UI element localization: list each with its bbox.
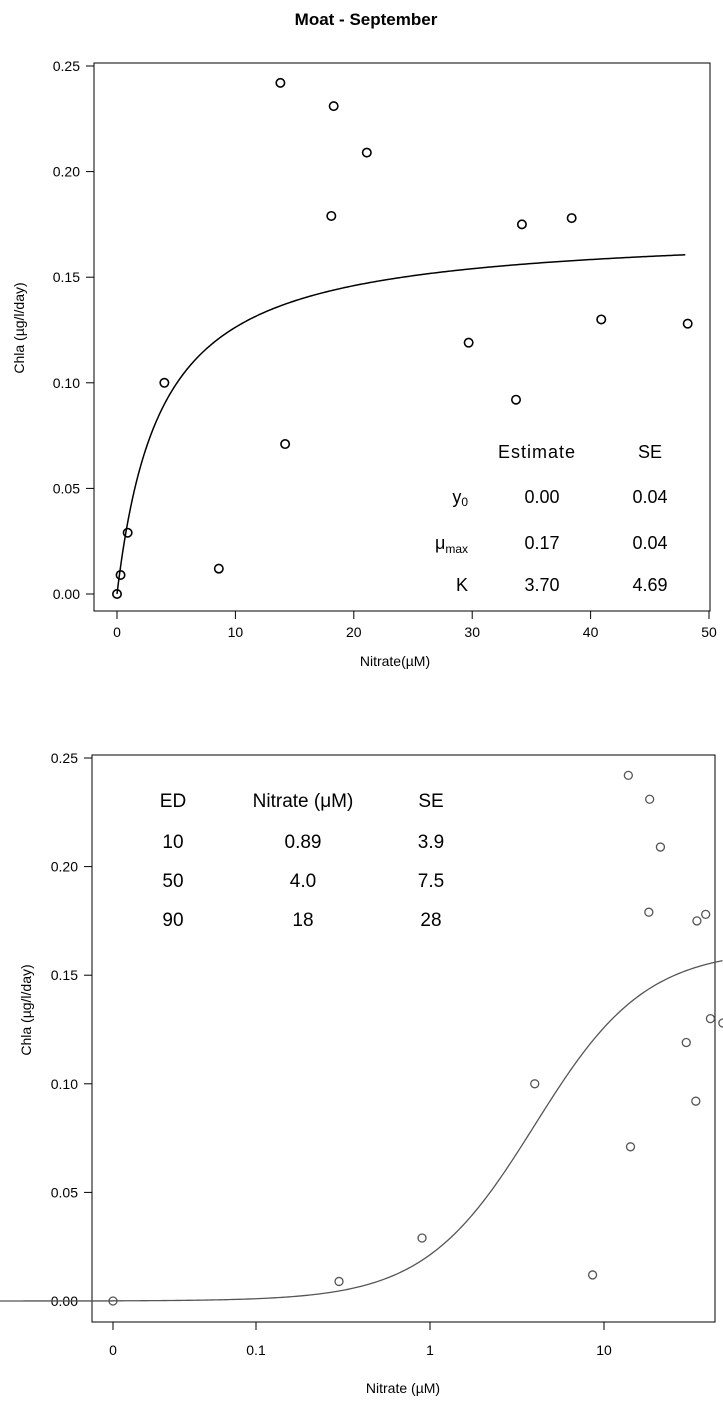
top-y-tick-label: 0.15 bbox=[53, 269, 80, 285]
bottom-data-point bbox=[587, 1270, 598, 1280]
top-table-label-mumax: μmax bbox=[435, 533, 468, 556]
top-y-tick-label: 0.05 bbox=[53, 480, 80, 496]
bottom-data-point bbox=[645, 794, 655, 804]
bottom-data-point bbox=[417, 1233, 427, 1243]
bottom-data-point bbox=[701, 909, 711, 920]
top-data-point bbox=[566, 213, 577, 224]
bottom-y-axis: 0.000.050.100.150.200.25 bbox=[51, 750, 92, 1309]
bottom-x-axis: 0 0.1 1 10 bbox=[109, 1322, 612, 1358]
top-data-point bbox=[682, 318, 693, 329]
top-table-label-k: K bbox=[456, 575, 468, 595]
bottom-table-header-nitrate: Nitrate (μM) bbox=[253, 791, 354, 812]
top-table-estimate-y0: 0.00 bbox=[524, 487, 559, 507]
top-table-se-y0: 0.04 bbox=[632, 487, 667, 507]
top-data-point bbox=[511, 394, 522, 405]
bottom-plot-frame bbox=[91, 754, 716, 1323]
top-data-point bbox=[112, 588, 123, 599]
bottom-x-tick-label: 0 bbox=[109, 1342, 117, 1358]
top-data-point bbox=[463, 337, 474, 348]
top-x-tick-label: 10 bbox=[228, 624, 244, 640]
bottom-table-se-90: 28 bbox=[420, 910, 441, 931]
top-table-label-y0: y0 bbox=[452, 487, 468, 509]
bottom-table-header-ed: ED bbox=[160, 791, 186, 812]
bottom-table-se-10: 3.9 bbox=[418, 832, 444, 853]
bottom-table-nitrate-50: 4.0 bbox=[290, 871, 316, 892]
bottom-y-axis-label: Chla (µg/l/day) bbox=[18, 964, 34, 1055]
bottom-x-tick-label: 0.1 bbox=[246, 1342, 266, 1358]
bottom-y-tick-label: 0.15 bbox=[51, 967, 78, 983]
bottom-data-points bbox=[108, 770, 723, 1306]
top-y-axis: 0.00 0.05 0.10 0.15 0.20 0.25 bbox=[53, 58, 94, 602]
bottom-data-point bbox=[625, 1142, 636, 1152]
top-y-tick-label: 0.20 bbox=[53, 164, 80, 180]
bottom-y-tick-label: 0.05 bbox=[51, 1184, 78, 1200]
bottom-x-axis-label: Nitrate (µM) bbox=[366, 1380, 440, 1396]
top-y-tick-label: 0.25 bbox=[53, 58, 80, 74]
bottom-data-point bbox=[691, 1096, 701, 1106]
top-data-point bbox=[122, 527, 133, 538]
top-data-point bbox=[516, 219, 527, 230]
top-x-axis-label: Nitrate(µM) bbox=[360, 653, 430, 669]
bottom-table-header-se: SE bbox=[418, 791, 443, 812]
top-y-axis-label: Chla (µg/l/day) bbox=[11, 282, 27, 373]
top-y-tick-label: 0.10 bbox=[53, 375, 80, 391]
top-table-estimate-mumax: 0.17 bbox=[524, 533, 559, 553]
bottom-data-point bbox=[623, 770, 633, 781]
bottom-fit-curve bbox=[0, 960, 723, 1302]
bottom-table-ed-10: 10 bbox=[162, 832, 183, 853]
bottom-data-point bbox=[655, 842, 666, 852]
bottom-ed-table: ED Nitrate (μM) SE 10 0.89 3.9 50 4.0 7.… bbox=[160, 791, 444, 931]
top-data-point bbox=[596, 314, 607, 325]
top-plot-frame bbox=[93, 62, 711, 612]
top-table-se-mumax: 0.04 bbox=[632, 533, 667, 553]
bottom-table-nitrate-10: 0.89 bbox=[285, 832, 322, 853]
top-data-point bbox=[361, 147, 372, 158]
top-data-point bbox=[213, 563, 224, 574]
top-fit-curve bbox=[116, 254, 686, 595]
top-data-point bbox=[275, 77, 286, 88]
top-x-tick-label: 20 bbox=[346, 624, 362, 640]
top-data-point bbox=[280, 439, 291, 450]
top-x-tick-label: 50 bbox=[701, 624, 717, 640]
bottom-table-nitrate-90: 18 bbox=[292, 910, 313, 931]
bottom-data-point bbox=[108, 1296, 118, 1306]
top-table-header-estimate: Estimate bbox=[498, 442, 576, 462]
bottom-data-point bbox=[681, 1037, 691, 1048]
top-x-tick-label: 30 bbox=[464, 624, 480, 640]
top-x-axis: 0 10 20 30 40 50 bbox=[113, 611, 717, 640]
top-y-tick-label: 0.00 bbox=[53, 586, 80, 602]
bottom-y-tick-label: 0.25 bbox=[51, 750, 78, 766]
bottom-data-point bbox=[705, 1013, 716, 1024]
top-data-point bbox=[159, 377, 170, 388]
top-chart: 0.00 0.05 0.10 0.15 0.20 0.25 0 10 20 30 40 50 Nit… bbox=[11, 58, 717, 669]
top-parameter-table: Estimate SE y0 0.00 0.04 μmax 0.17 0.04 … bbox=[435, 442, 668, 595]
top-table-estimate-k: 3.70 bbox=[524, 575, 559, 595]
top-data-point bbox=[328, 101, 339, 112]
top-x-tick-label: 40 bbox=[583, 624, 599, 640]
bottom-data-point bbox=[718, 1018, 723, 1028]
bottom-table-ed-50: 50 bbox=[162, 871, 183, 892]
bottom-data-point bbox=[530, 1079, 540, 1089]
figure-title: Moat - September bbox=[295, 10, 438, 29]
bottom-data-point bbox=[334, 1276, 344, 1287]
top-x-tick-label: 0 bbox=[113, 624, 121, 640]
top-data-points bbox=[112, 77, 693, 599]
bottom-y-tick-label: 0.20 bbox=[51, 859, 78, 875]
top-table-se-k: 4.69 bbox=[632, 575, 667, 595]
bottom-table-ed-90: 90 bbox=[162, 910, 183, 931]
bottom-data-point bbox=[644, 907, 654, 917]
bottom-chart: 0.000.050.100.150.200.25 0 0.1 1 10 Nitrate… bbox=[0, 750, 723, 1396]
top-data-point bbox=[115, 569, 126, 580]
bottom-data-point bbox=[692, 916, 702, 926]
top-table-header-se: SE bbox=[638, 442, 662, 462]
bottom-x-tick-label: 1 bbox=[426, 1342, 434, 1358]
bottom-x-tick-label: 10 bbox=[596, 1342, 612, 1358]
bottom-y-tick-label: 0.10 bbox=[51, 1076, 78, 1092]
bottom-table-se-50: 7.5 bbox=[418, 871, 444, 892]
top-data-point bbox=[326, 210, 337, 221]
